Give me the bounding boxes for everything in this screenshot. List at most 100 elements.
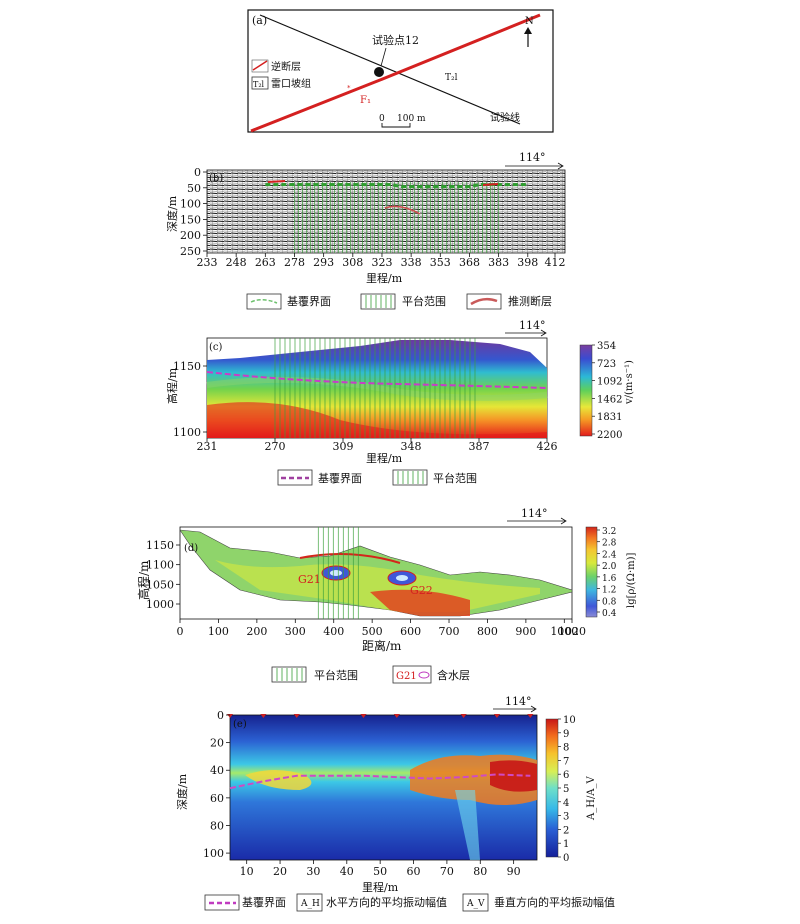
test-point-label: 试验点12 [372,33,419,47]
panel-c-platform-range [274,338,476,438]
station-marker [260,714,267,718]
panel-d-legend: 平台范围 G21 含水层 [271,665,470,684]
panel-d-y-tick-label: 1100 [146,559,174,572]
panel-d-ylabel: 高程/m [136,560,151,600]
legend-fault-text: 逆断层 [271,60,301,73]
panel-b-x-tick-label: 368 [459,256,480,269]
panel-b-fault-mark-left [267,180,286,183]
panel-e-y-tick-label: 0 [217,709,224,722]
panel-b-y-tick-label: 100 [180,198,201,211]
panel-b-azimuth: 114° [519,151,546,164]
panel-d-x-tick-label: 600 [400,625,421,638]
panel-b-x-tick-label: 412 [545,256,566,269]
panel-c-legend-interface: 基覆界面 [318,472,362,485]
panel-d-colorbar-tick-label: 3.2 [602,527,616,537]
panel-d-aquifer-g22-core [396,575,408,581]
panel-c-ylabel: 高程/m [165,367,179,404]
panel-b-ylabel: 深度/m [165,195,179,232]
panel-d-legend-platform: 平台范围 [314,668,358,682]
north-arrow-icon [524,27,532,47]
panel-d-colorbar-tick-label: 1.6 [602,574,617,584]
panel-c-x-tick-label: 270 [265,440,286,453]
panel-b-xlabel: 里程/m [366,272,403,285]
panel-c-colorbar-tick-label: 723 [597,359,616,370]
panel-e-colorbar-tick-label: 6 [563,770,569,781]
panel-e-azimuth-arrow [493,705,537,713]
panel-b-y-tick-label: 250 [180,245,201,258]
panel-c-colorbar [579,344,593,437]
panel-b-y-ticks: 0 50 100 150 200 250 [180,166,207,258]
panel-b-fault-mark-right [482,183,499,186]
panel-d-x-tick-label: 900 [515,625,536,638]
panel-e-x-tick-label: 60 [407,865,421,878]
panel-c-interface-line [206,371,548,389]
panel-e-colorbar-tick-label: 0 [563,853,569,864]
panel-d-x-tick-label: 1020 [558,625,586,638]
panel-e-interface-line [229,773,531,790]
fault-dip-mark: * [347,84,351,92]
panel-c-label: (c) [209,342,223,353]
panel-e-colorbar-ticks: 0 1 2 3 4 5 6 7 8 9 10 [558,715,576,864]
fault-label: F₁ [360,95,371,106]
panel-d-x-tick-label: 300 [285,625,306,638]
panel-e-x-tick-label: 70 [440,865,454,878]
panel-e-colorbar-tick-label: 7 [563,756,569,767]
panel-d-colorbar-tick-label: 2.8 [602,539,617,549]
legend-platform-icon [276,668,303,681]
legend-aquifer-symbol: G21 [396,671,417,682]
panel-c-legend: 基覆界面 平台范围 [277,469,477,486]
legend-unit-box [251,76,269,90]
panel-b-y-tick-label: 150 [180,213,201,226]
panel-e-x-tick-label: 90 [507,865,521,878]
panel-c-colorbar-ticks: 2200 1831 1462 1092 723 354 [592,341,622,441]
panel-e-x-tick-label: 10 [240,865,254,878]
panel-b-legend-interface: 基覆界面 [287,295,331,308]
panel-b-x-tick-label: 233 [197,256,218,269]
panel-a-label: (a) [252,14,267,27]
test-line [259,14,521,125]
panel-e-hv: (e) 114° 10 20 30 40 50 60 70 80 90 020406080100… [175,695,615,912]
panel-d-y-tick-label: 1050 [146,578,174,591]
panel-e-colorbar-tick-label: 5 [563,784,569,795]
panel-b-platform-range [294,182,499,253]
panel-d-x-tick-label: 1000 [550,625,578,638]
panel-e-legend-interface: 基覆界面 [242,896,286,909]
panel-b-x-tick-label: 398 [517,256,538,269]
panel-e-colorbar-tick-label: 4 [563,798,569,809]
panel-e-low-column [455,790,480,860]
panel-c-y-tick-label: 1150 [173,360,201,373]
panel-c-colorbar-tick-label: 1831 [597,412,622,423]
panel-d-colorbar-label: lg[ρ/(Ω·m)] [626,552,637,608]
panel-d-azimuth: 114° [521,507,548,520]
panel-b-trace-overlay [207,170,565,253]
test-point-marker [374,67,384,77]
panel-b-x-ticks: 233 248 263 278 293 308 323 338 353 368 383 398 412 [197,253,566,269]
panel-d-resistivity: G21 G22 (d) 114° 0 100 200 300 400 500 600 700 8… [136,507,637,684]
panel-e-colorbar-tick-label: 9 [563,729,569,740]
panel-a-map: (a) 试验点12 逆断层 T₂l 雷口坡组 T₂l * F₁ N 0 100 … [247,9,554,133]
station-marker [360,714,367,718]
panel-d-surface-high [299,553,401,564]
panel-c-azimuth-arrow [505,329,547,337]
legend-aquifer-icon [418,671,430,679]
panel-b-y-tick-label: 200 [180,229,201,242]
panel-c-x-ticks: 231 270 309 348 387 426 [197,438,558,453]
station-marker [493,714,500,718]
panel-b-legend: 基覆界面 平台范围 推测断层 [246,293,552,310]
test-point-leader [380,47,387,67]
panel-d-x-tick-label: 500 [362,625,383,638]
panel-e-colorbar-label-text: A_H/A_V [586,775,597,821]
panel-d-y-ticks: 1000 1050 1100 1150 [146,539,180,611]
panel-b-x-tick-label: 383 [488,256,509,269]
panel-d-azimuth-arrow [507,517,567,525]
panel-d-colorbar-ticks: 0.4 0.81.2 1.6 2.0 2.42.8 3.2 [597,527,617,619]
legend-av-symbol: A_V [466,899,485,909]
panel-d-y-tick-label: 1000 [146,598,174,611]
panel-e-mid-zone [245,770,312,790]
panel-d-x-tick-label: 0 [177,625,184,638]
panel-d-aquifer-g21-label: G21 [298,573,321,586]
panel-b-x-tick-label: 263 [255,256,276,269]
panel-e-x-tick-label: 40 [340,865,354,878]
panel-e-colorbar-tick-label: 8 [563,743,569,754]
panel-e-y-tick-label: 60 [210,792,224,805]
